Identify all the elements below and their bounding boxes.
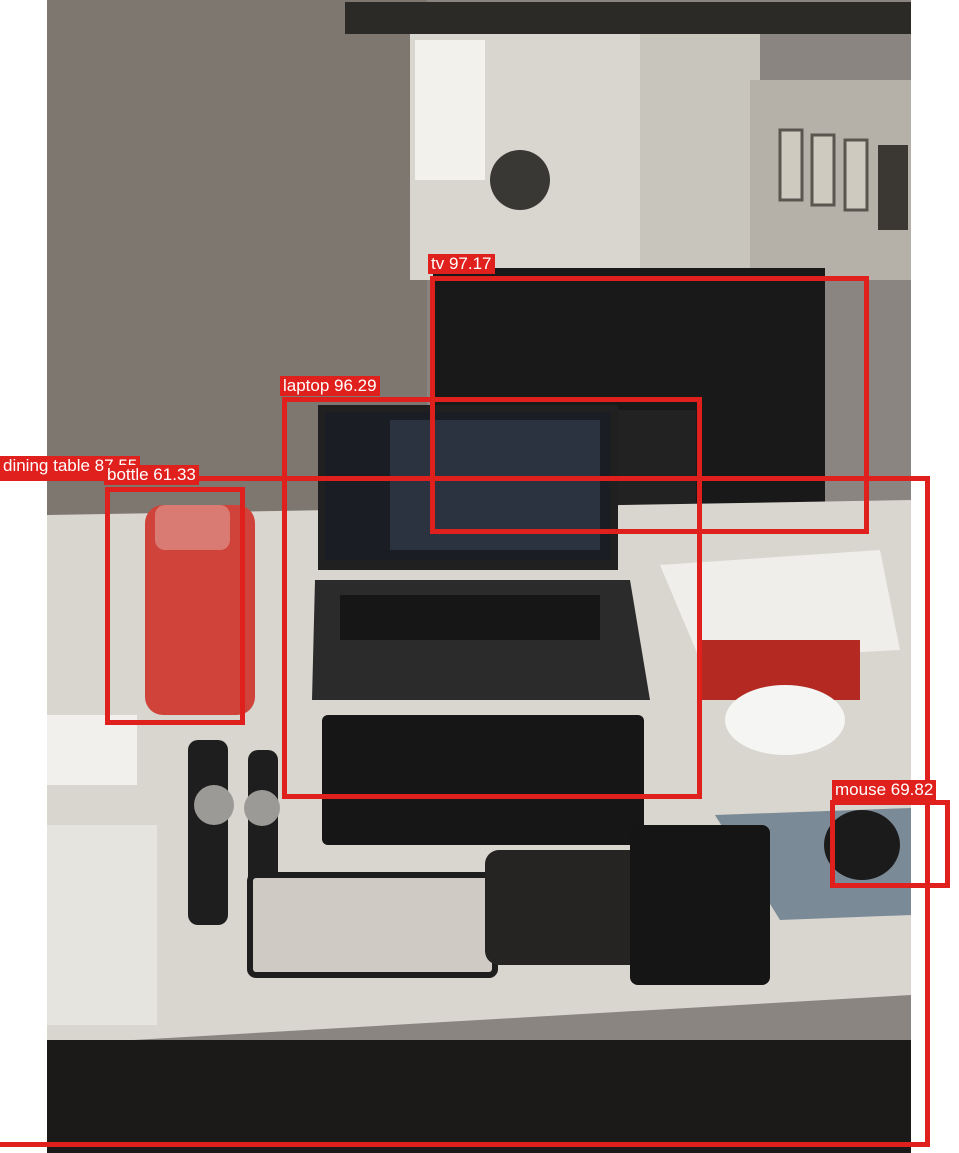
laptop-detection-box bbox=[282, 397, 702, 799]
bottle-detection-label: bottle 61.33 bbox=[104, 465, 199, 485]
mouse-detection-label: mouse 69.82 bbox=[832, 780, 937, 800]
tv-detection-box bbox=[430, 276, 869, 534]
laptop-detection-label: laptop 96.29 bbox=[280, 376, 380, 396]
mouse-detection-box bbox=[830, 800, 950, 888]
dining-table-detection-box bbox=[0, 476, 930, 1147]
tv-detection-label: tv 97.17 bbox=[428, 254, 495, 274]
bottle-detection-box bbox=[105, 487, 245, 725]
